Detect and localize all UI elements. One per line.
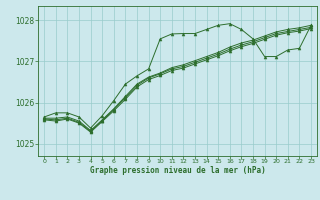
X-axis label: Graphe pression niveau de la mer (hPa): Graphe pression niveau de la mer (hPa) [90, 166, 266, 175]
